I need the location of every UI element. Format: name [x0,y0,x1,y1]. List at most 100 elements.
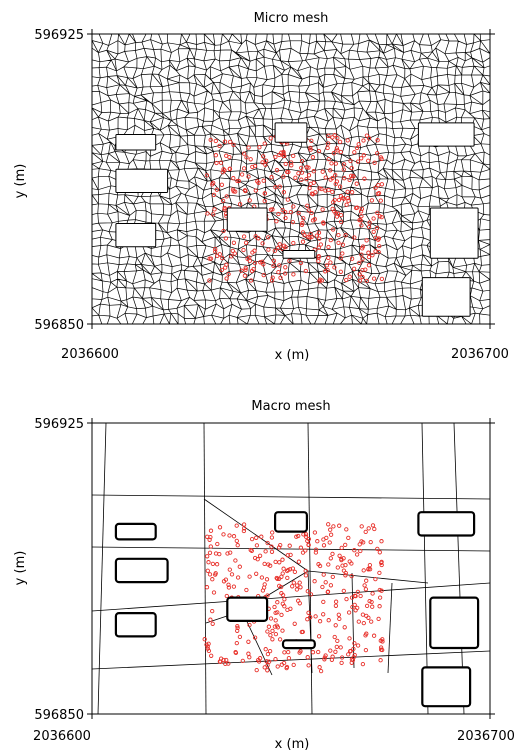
observation-point [256,236,261,241]
observation-point [338,269,343,274]
observation-point [273,185,278,190]
observation-point [210,561,216,567]
observation-point [210,621,215,626]
observation-point [235,543,240,548]
observation-point [351,646,356,652]
observation-point [343,573,348,578]
observation-point [247,622,252,628]
observation-point [229,254,234,259]
observation-point [231,584,237,589]
observation-point [366,526,371,531]
observation-point [268,633,273,638]
observation-point [282,271,288,276]
observation-point [328,527,333,532]
observation-point [226,582,231,587]
building-outline [114,522,157,541]
building-outline [429,207,479,259]
observation-point [269,549,275,554]
observation-point [279,612,284,618]
observation-point [326,562,331,567]
observation-point [308,231,313,237]
observation-point [370,523,376,528]
observation-point [331,151,336,156]
observation-point [374,225,380,231]
observation-point [281,566,286,571]
observation-point [332,634,337,640]
observation-point [265,651,271,657]
observation-point [369,619,374,624]
observation-point [313,614,318,619]
observation-point [306,208,311,213]
observation-point [316,255,321,260]
observation-point [224,657,229,663]
observation-point [263,647,268,652]
observation-point [294,583,300,588]
observation-point [321,221,326,226]
observation-point [226,585,232,590]
tick-marks [87,418,495,719]
observation-point [361,568,366,573]
observation-point [345,138,350,143]
mesh-edge [97,423,107,714]
observation-point [292,621,297,626]
observation-point [229,572,235,577]
observation-point [371,229,376,234]
observation-point [258,260,263,265]
observation-point [308,145,313,151]
observation-point [300,230,306,235]
observation-point [306,610,311,615]
observation-point [281,153,286,158]
x-tick-label: 2036700 [457,729,515,744]
mesh-edge [92,546,490,552]
observation-point [215,541,220,547]
observation-point [265,540,270,546]
observation-point [281,190,287,195]
observation-point [359,206,365,212]
observation-point [371,276,377,281]
observation-point [344,527,349,532]
observation-point [328,556,333,561]
observation-point [326,244,331,250]
observation-point [361,540,366,545]
observation-point [363,633,368,638]
observation-point [246,145,251,150]
observation-point [306,173,312,178]
observation-point [235,575,241,580]
observation-point [283,210,288,215]
observation-point [375,210,380,215]
observation-point [354,145,360,151]
observation-point [366,566,371,571]
observation-point [366,615,371,620]
observation-point [317,279,322,284]
observation-point [277,184,282,189]
observation-point [293,175,298,180]
observation-point [211,180,216,186]
observation-point [364,133,370,138]
observation-point [265,629,270,634]
observation-point [291,662,296,668]
observation-point [358,593,363,599]
observation-point [356,619,361,624]
observation-point [277,583,282,589]
observation-point [318,242,323,247]
observation-point [206,648,212,654]
observation-point [375,546,380,552]
observation-point [310,218,316,223]
observation-point [357,260,362,266]
y-axis-label: y (m) [13,164,28,199]
observation-point [323,580,328,585]
observation-point [355,589,361,595]
observation-point [234,538,239,544]
observation-point [239,268,244,273]
observation-point [319,278,324,283]
building-outline [115,168,169,194]
observation-point [305,203,310,208]
observation-point [299,222,305,228]
mesh-edge [453,423,465,714]
observation-point [273,618,278,623]
observation-point [279,150,284,155]
observation-point [317,236,322,241]
observation-point [334,214,340,219]
observation-point [255,557,260,562]
observation-point [373,249,378,254]
